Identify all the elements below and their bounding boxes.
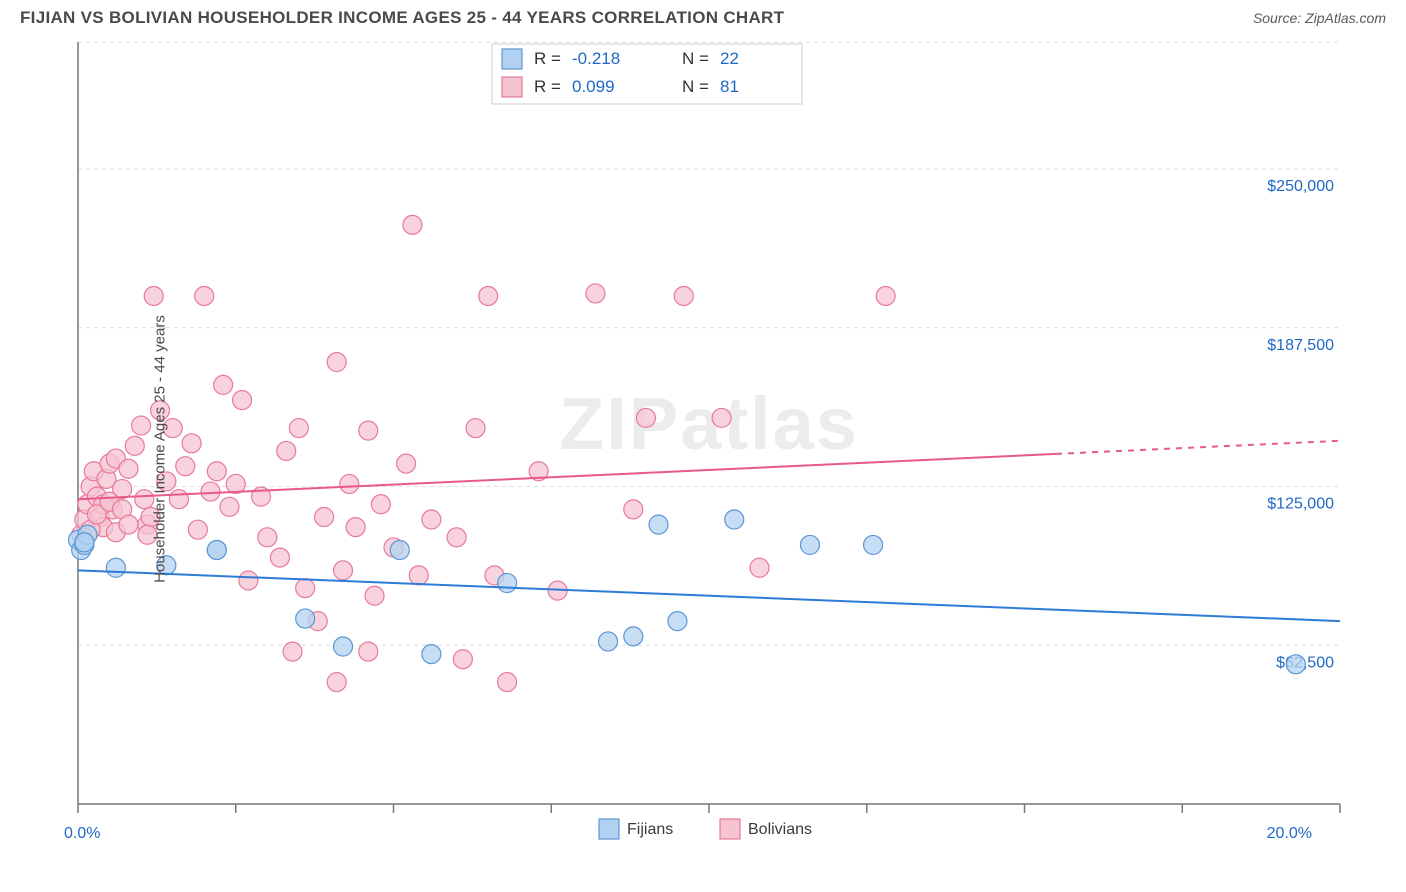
data-point-bolivians [712, 408, 731, 427]
y-axis-label: Householder Income Ages 25 - 44 years [151, 315, 168, 583]
data-point-bolivians [636, 408, 655, 427]
data-point-bolivians [201, 482, 220, 501]
stats-swatch [502, 77, 522, 97]
data-point-bolivians [586, 284, 605, 303]
data-point-bolivians [195, 287, 214, 306]
data-point-fijians [1286, 655, 1305, 674]
stats-n-label: N = [682, 77, 709, 96]
data-point-fijians [668, 612, 687, 631]
data-point-bolivians [188, 520, 207, 539]
data-point-bolivians [125, 436, 144, 455]
stats-swatch [502, 49, 522, 69]
legend-swatch [599, 819, 619, 839]
data-point-bolivians [327, 353, 346, 372]
data-point-bolivians [409, 566, 428, 585]
data-point-fijians [725, 510, 744, 529]
data-point-bolivians [144, 287, 163, 306]
data-point-bolivians [359, 642, 378, 661]
data-point-bolivians [397, 454, 416, 473]
data-point-bolivians [334, 561, 353, 580]
data-point-bolivians [119, 515, 138, 534]
data-point-bolivians [296, 579, 315, 598]
stats-n-value: 22 [720, 49, 739, 68]
data-point-bolivians [466, 419, 485, 438]
data-point-bolivians [182, 434, 201, 453]
chart-title: FIJIAN VS BOLIVIAN HOUSEHOLDER INCOME AG… [20, 8, 784, 28]
legend-swatch [720, 819, 740, 839]
data-point-bolivians [132, 416, 151, 435]
data-point-bolivians [750, 558, 769, 577]
legend-label: Fijians [627, 821, 673, 838]
data-point-bolivians [169, 490, 188, 509]
data-point-bolivians [498, 673, 517, 692]
data-point-fijians [864, 535, 883, 554]
data-point-bolivians [220, 497, 239, 516]
stats-r-label: R = [534, 77, 561, 96]
data-point-bolivians [674, 287, 693, 306]
data-point-bolivians [365, 586, 384, 605]
data-point-bolivians [207, 462, 226, 481]
data-point-fijians [649, 515, 668, 534]
data-point-bolivians [479, 287, 498, 306]
data-point-bolivians [346, 518, 365, 537]
data-point-bolivians [119, 459, 138, 478]
scatter-chart: $62,500$125,000$187,500$250,0000.0%20.0%… [20, 34, 1386, 864]
data-point-fijians [296, 609, 315, 628]
trend-line-dashed-bolivians [1056, 441, 1340, 454]
stats-r-label: R = [534, 49, 561, 68]
data-point-fijians [390, 541, 409, 560]
source-label: Source: ZipAtlas.com [1253, 10, 1386, 26]
data-point-bolivians [359, 421, 378, 440]
data-point-bolivians [258, 528, 277, 547]
y-tick-label: $187,500 [1267, 337, 1334, 354]
data-point-bolivians [453, 650, 472, 669]
legend-label: Bolivians [748, 821, 812, 838]
data-point-bolivians [270, 548, 289, 567]
data-point-fijians [800, 535, 819, 554]
data-point-fijians [75, 533, 94, 552]
data-point-fijians [498, 574, 517, 593]
data-point-fijians [624, 627, 643, 646]
data-point-bolivians [447, 528, 466, 547]
data-point-bolivians [283, 642, 302, 661]
stats-r-value: 0.099 [572, 77, 615, 96]
data-point-fijians [422, 645, 441, 664]
data-point-bolivians [277, 441, 296, 460]
data-point-fijians [207, 541, 226, 560]
x-min-label: 0.0% [64, 825, 100, 842]
data-point-fijians [599, 632, 618, 651]
data-point-bolivians [876, 287, 895, 306]
data-point-bolivians [327, 673, 346, 692]
watermark: ZIPatlas [559, 382, 859, 465]
y-tick-label: $125,000 [1267, 496, 1334, 513]
data-point-bolivians [403, 215, 422, 234]
data-point-bolivians [624, 500, 643, 519]
trend-line-fijians [78, 570, 1340, 621]
data-point-bolivians [214, 375, 233, 394]
stats-r-value: -0.218 [572, 49, 620, 68]
data-point-bolivians [340, 474, 359, 493]
data-point-fijians [334, 637, 353, 656]
data-point-fijians [106, 558, 125, 577]
data-point-bolivians [371, 495, 390, 514]
data-point-bolivians [176, 457, 195, 476]
stats-n-value: 81 [720, 77, 739, 96]
x-max-label: 20.0% [1267, 825, 1312, 842]
data-point-bolivians [422, 510, 441, 529]
data-point-bolivians [289, 419, 308, 438]
data-point-bolivians [233, 391, 252, 410]
stats-n-label: N = [682, 49, 709, 68]
data-point-bolivians [315, 507, 334, 526]
y-tick-label: $250,000 [1267, 178, 1334, 195]
data-point-bolivians [239, 571, 258, 590]
